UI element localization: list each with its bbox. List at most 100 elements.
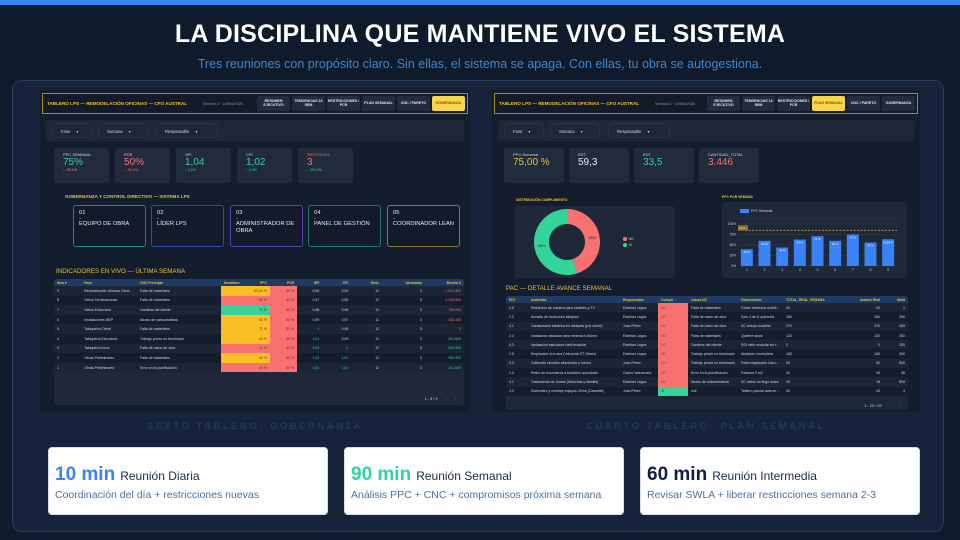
- kpi-value: 59,3: [578, 157, 598, 168]
- table-row[interactable]: 2.2 Armado de estructura tabiques Esteban …: [506, 312, 908, 322]
- table-row[interactable]: 8 Cielos Terminaciones Falta de materiales…: [54, 295, 464, 306]
- tab-resumen-ejecutivo[interactable]: RESUMEN EJECUTIVO: [257, 96, 290, 111]
- column-header[interactable]: TOTAL_REAL_SEMANA: [783, 296, 833, 303]
- tab-cnc-pareto[interactable]: CNC / PARETO: [847, 96, 880, 111]
- tab-gobernanza[interactable]: GOBERNANZA: [432, 96, 465, 111]
- filter-semana[interactable]: Semana ▾: [98, 123, 148, 138]
- kpi-label: PPC SEMANAL: [63, 152, 92, 157]
- kpi-value: 3.446: [708, 157, 734, 168]
- meeting-duration: 90 min: [351, 464, 412, 485]
- bar[interactable]: [864, 242, 877, 266]
- column-header[interactable]: Rest.: [351, 279, 383, 286]
- tab-cnc-pareto[interactable]: CNC / PARETO: [397, 96, 430, 111]
- cell-complies: SI: [658, 386, 688, 396]
- cell-restrictions: 12: [351, 305, 383, 315]
- bar[interactable]: [793, 239, 806, 266]
- table-row[interactable]: 4.1 Tratamiento de Juntas (Huinchas y Mas…: [506, 377, 908, 387]
- tab-plan-semanal[interactable]: PLAN SEMANAL: [812, 96, 845, 111]
- table-row[interactable]: 2 Obras Preliminares Falta de materiales 60…: [54, 353, 464, 363]
- filter-responsable[interactable]: Responsable ▾: [156, 123, 218, 138]
- bar[interactable]: [740, 249, 753, 266]
- table-row[interactable]: 4.3 Instalación estructura cielo modular E…: [506, 340, 908, 350]
- table-row[interactable]: 2.6 Refuerzos de madera para muebles y TV…: [506, 303, 908, 313]
- semaphore-indicator: [220, 295, 243, 306]
- table-header: EDT Actividad Responsable Cumple ↑ Causa NC O…: [506, 296, 908, 303]
- cell-total: 270: [783, 321, 833, 331]
- column-header[interactable]: Observación: [738, 296, 783, 303]
- column-header[interactable]: PCR: [269, 279, 298, 286]
- filter-semana[interactable]: Semana ▾: [550, 123, 600, 138]
- tab-tendencias-16-sem[interactable]: TENDENCIAS 16 SEM: [292, 96, 325, 111]
- table-row[interactable]: 1.4 Retiro de escombros a botadero autori…: [506, 368, 908, 378]
- donut-slice-si[interactable]: [534, 209, 578, 275]
- cell-delayed: 3: [382, 295, 425, 306]
- kpi-value: 1,02: [246, 157, 266, 168]
- table-row[interactable]: 3.1 Canalización eléctrica en tabiques (p…: [506, 321, 908, 331]
- donut-chart: 45% 55%: [534, 209, 600, 275]
- cell-progress: 0: [833, 340, 883, 350]
- table-row[interactable]: 5 Tabiquería Cierre Falta de materiales 71 …: [54, 324, 464, 334]
- filter-fase[interactable]: Fase ▾: [504, 123, 544, 138]
- prev-page-icon[interactable]: ‹: [445, 397, 447, 401]
- column-header[interactable]: Item ▾: [54, 279, 82, 286]
- column-header[interactable]: Responsable: [620, 296, 658, 303]
- bar[interactable]: [829, 240, 842, 266]
- table-row[interactable]: 3.2 Cableado circuitos alumbrado y fuerza…: [506, 358, 908, 369]
- table-row[interactable]: 2.4 Instalación aislación lana mineral e=…: [506, 330, 908, 341]
- cell-goal: 45: [883, 368, 908, 378]
- cell-cpi: 0,95: [322, 295, 352, 306]
- prev-page-icon[interactable]: ‹: [889, 404, 891, 408]
- column-header[interactable]: CPI: [322, 279, 352, 286]
- column-header[interactable]: Semáforo: [220, 279, 243, 286]
- table-row[interactable]: 9 Remodelación Oficinas Centr... Falta de …: [54, 286, 464, 296]
- legend-label: NO: [628, 237, 634, 241]
- tab-resumen-ejecutivo[interactable]: RESUMEN EJECUTIVO: [707, 96, 740, 111]
- tab-gobernanza[interactable]: GOBERNANZA: [882, 96, 915, 111]
- column-header[interactable]: Fase: [81, 279, 137, 286]
- cell-restrictions: 12: [351, 343, 383, 354]
- legend-label: PPC Semanal: [751, 209, 773, 213]
- tab-restricciones-pcr[interactable]: RESTRICCIONES / PCR: [327, 96, 360, 111]
- cell-delayed: 3: [382, 324, 425, 334]
- column-header[interactable]: Atrasadas: [382, 279, 425, 286]
- tab-restricciones-pcr[interactable]: RESTRICCIONES / PCR: [777, 96, 810, 111]
- column-header[interactable]: SPI: [297, 279, 323, 286]
- filter-label: Fase: [513, 129, 523, 134]
- bar[interactable]: [846, 234, 859, 267]
- column-header[interactable]: CNC Principal: [137, 279, 221, 286]
- cell-cause: Trabajo previo no terminado: [688, 358, 738, 369]
- tab-plan-semanal[interactable]: PLAN SEMANAL: [362, 96, 395, 111]
- column-header[interactable]: Meta: [883, 296, 908, 303]
- column-header[interactable]: Actividad: [528, 296, 620, 303]
- filter-fase[interactable]: Fase ▾: [52, 123, 92, 138]
- next-page-icon[interactable]: ›: [898, 404, 900, 408]
- bar[interactable]: [758, 240, 771, 266]
- table-row[interactable]: 2.5 Emplacado 1ra cara (Volcanita ST 15mm…: [506, 349, 908, 359]
- table-row[interactable]: 1 Obras Preliminares Error en la planifica…: [54, 362, 464, 373]
- table-row[interactable]: 6 Instalaciones MEP Atraso de subcontratis…: [54, 314, 464, 325]
- table-row[interactable]: 3.3 Suministro y montaje equipos Clima (C…: [506, 386, 908, 396]
- column-header[interactable]: PPC: [242, 279, 270, 286]
- bar[interactable]: [811, 236, 824, 266]
- tab-tendencias-16-sem[interactable]: TENDENCIAS 16 SEM: [742, 96, 775, 111]
- bar[interactable]: [882, 239, 895, 266]
- table-row[interactable]: 4 Tabiquería Estructura Trabajo previo no …: [54, 333, 464, 344]
- column-header[interactable]: EDT: [506, 296, 528, 303]
- column-header[interactable]: Causa NC: [688, 296, 738, 303]
- donut-slice-no[interactable]: [567, 209, 600, 274]
- role-label: ADMINISTRADOR DE OBRA: [236, 221, 295, 234]
- column-header[interactable]: Cumple ↑: [658, 296, 688, 303]
- next-page-icon[interactable]: ›: [454, 397, 456, 401]
- column-header[interactable]: Avance Real: [833, 296, 883, 303]
- filter-responsable[interactable]: Responsable ▾: [608, 123, 670, 138]
- cell-progress: 130: [833, 330, 883, 341]
- bar[interactable]: [776, 247, 789, 266]
- kpi-card: CPI 1,02 ↑ 2.0%: [237, 148, 292, 183]
- meeting-heading: 10 min Reunión Diaria: [55, 464, 321, 486]
- cell-total: 40: [783, 368, 833, 378]
- cell-gap: -1.814.400: [424, 286, 464, 296]
- table-row[interactable]: 3 Tabiquería Inicio Falta de mano de obra 4…: [54, 343, 464, 354]
- column-header[interactable]: Brecha $: [424, 279, 464, 286]
- table-row[interactable]: 7 Cielos Estructura Cambios del cliente 75 …: [54, 305, 464, 315]
- cell-spi: 0,98: [297, 305, 323, 315]
